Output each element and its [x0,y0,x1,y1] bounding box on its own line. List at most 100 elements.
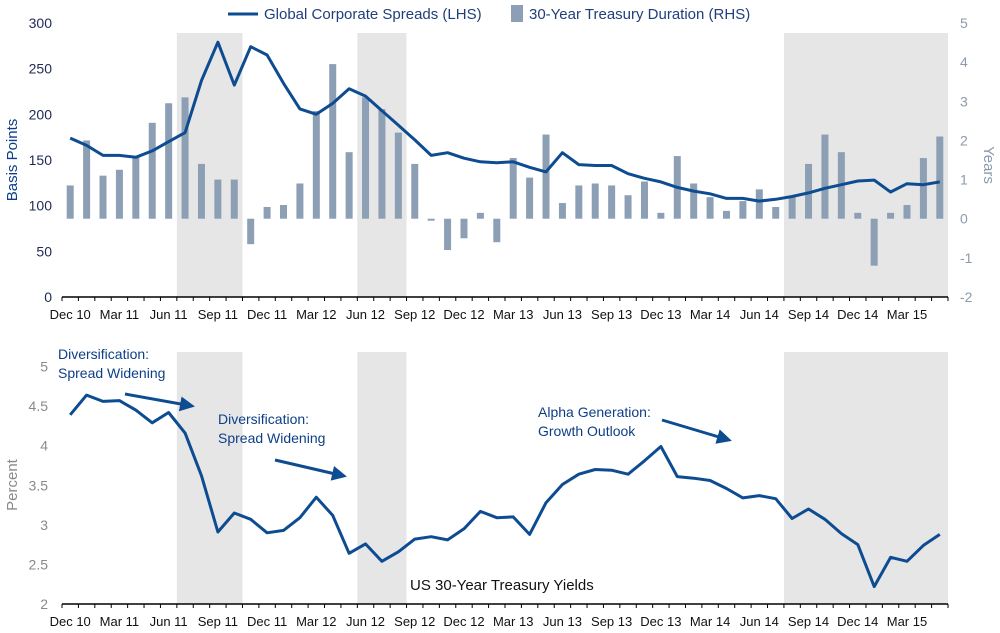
duration-bar-2011-06 [165,103,173,219]
legend-line-label: Global Corporate Spreads (LHS) [264,6,482,23]
top-x-tick-label: Mar 14 [690,307,730,322]
bottom-x-tick-label: Dec 14 [837,614,878,629]
bottom-x-tick-label: Sep 11 [198,614,238,629]
duration-bar-2012-10 [427,218,435,221]
bottom-x-tick-label: Mar 14 [690,614,730,629]
duration-bar-2015-03 [903,205,911,219]
duration-bar-2014-05 [739,201,747,219]
top-left-tick-label: 300 [29,15,53,31]
duration-bar-2012-11 [444,218,452,251]
bottom-x-tick-label: Jun 13 [543,614,582,629]
top-axes: Dec 10 Mar 11 Jun 11 Sep 11 Dec 11 Mar 12 Jun … [29,15,973,322]
duration-bar-2011-04 [132,156,140,219]
top-x-tick-label: Dec 12 [443,307,484,322]
bottom-x-tick-label: Jun 14 [740,614,779,629]
duration-bar-2013-02 [493,218,501,243]
duration-bar-2012-04 [329,64,337,219]
top-x-tick-label: Jun 14 [740,307,779,322]
top-bars [66,64,944,266]
duration-bar-2015-02 [887,212,895,219]
duration-bar-2015-05 [936,136,944,219]
yield-series-line [69,393,941,589]
bottom-shade-1 [176,352,243,604]
duration-bar-2014-04 [723,210,730,219]
duration-bar-2011-09 [214,179,222,219]
legend-bar-label: 30-Year Treasury Duration (RHS) [529,6,750,23]
bottom-left-tick-label: 3.5 [29,477,49,493]
spread-series-line [69,40,941,203]
bottom-x-tick-label: Mar 13 [493,614,533,629]
top-right-tick-label: 0 [960,211,968,227]
duration-bar-2013-05 [542,134,550,219]
duration-bar-2012-03 [312,111,320,219]
legend: Global Corporate Spreads (LHS) 30-Year T… [228,5,750,23]
duration-bar-2015-04 [919,158,927,219]
annotation-1-line-1: Diversification: [58,346,149,362]
bottom-left-tick-label: 4.5 [29,398,49,414]
bottom-x-tick-label: Mar 15 [887,614,927,629]
top-left-tick-label: 250 [29,61,53,77]
duration-bar-2011-05 [148,122,156,219]
duration-bar-2014-08 [788,197,796,219]
top-left-axis-title: Basis Points [4,119,21,202]
bottom-left-tick-label: 4 [40,438,48,454]
top-shaded-periods [176,33,948,297]
duration-bar-2015-01 [870,218,878,266]
bottom-left-tick-label: 2 [40,596,48,612]
duration-bar-2012-05 [345,152,353,219]
duration-bar-2011-03 [115,169,123,219]
top-x-tick-label: Jun 13 [543,307,582,322]
bottom-shaded-periods [176,352,948,604]
bottom-x-tick-label: Sep 13 [591,614,632,629]
top-right-tick-label: -2 [960,289,973,305]
bottom-left-tick-label: 2.5 [29,556,49,572]
top-x-tick-label: Dec 10 [50,307,91,322]
annotation-1-arrow [124,392,195,412]
annotation-3-line-1: Alpha Generation: [538,404,651,420]
duration-bar-2011-01 [83,140,91,219]
duration-bar-2012-01 [280,205,287,219]
duration-bar-2014-09 [805,163,813,219]
bottom-x-tick-label: Mar 12 [296,614,336,629]
duration-bar-2012-09 [411,163,419,219]
duration-bar-2012-12 [460,218,468,239]
duration-bar-2013-09 [608,185,616,219]
top-x-tick-label: Dec 13 [640,307,681,322]
annotation-2-line-2: Spread Widening [218,430,325,446]
duration-bar-2011-08 [197,163,205,219]
top-right-tick-label: 1 [960,172,968,188]
top-right-tick-label: -1 [960,250,973,266]
duration-bar-2014-06 [755,189,763,219]
duration-bar-2013-03 [509,158,517,219]
duration-bar-2012-06 [362,97,370,219]
bottom-x-tick-label: Dec 13 [640,614,681,629]
duration-bar-2011-12 [263,206,271,219]
bottom-left-tick-label: 5 [40,359,48,375]
bottom-x-tick-label: Dec 11 [247,614,287,629]
top-x-tick-label: Sep 12 [394,307,435,322]
duration-bar-2013-06 [558,203,566,219]
duration-bar-2011-07 [181,97,189,219]
top-left-tick-label: 150 [29,152,53,168]
top-right-axis-title: Years [980,146,997,184]
annotation-3-arrow [661,418,732,444]
top-x-tick-label: Jun 11 [150,307,188,322]
duration-bar-2011-10 [230,179,238,219]
annotation-2-arrow [274,458,347,481]
top-left-tick-label: 0 [44,289,52,305]
top-right-tick-label: 3 [960,93,968,109]
duration-bar-2014-02 [690,183,698,219]
top-x-tick-label: Mar 12 [296,307,336,322]
top-x-tick-label: Dec 11 [247,307,287,322]
bottom-x-tick-label: Dec 10 [50,614,91,629]
duration-bar-2013-04 [526,177,534,219]
duration-bar-2013-11 [640,181,648,219]
bottom-left-tick-label: 3 [40,517,48,533]
annotations: Diversification: Spread Widening Diversifi… [58,346,732,481]
duration-bar-2014-10 [821,134,829,219]
top-left-tick-label: 50 [36,243,52,259]
top-x-tick-label: Mar 15 [887,307,927,322]
bottom-x-tick-label: Jun 12 [346,614,385,629]
top-right-tick-label: 4 [960,54,968,70]
